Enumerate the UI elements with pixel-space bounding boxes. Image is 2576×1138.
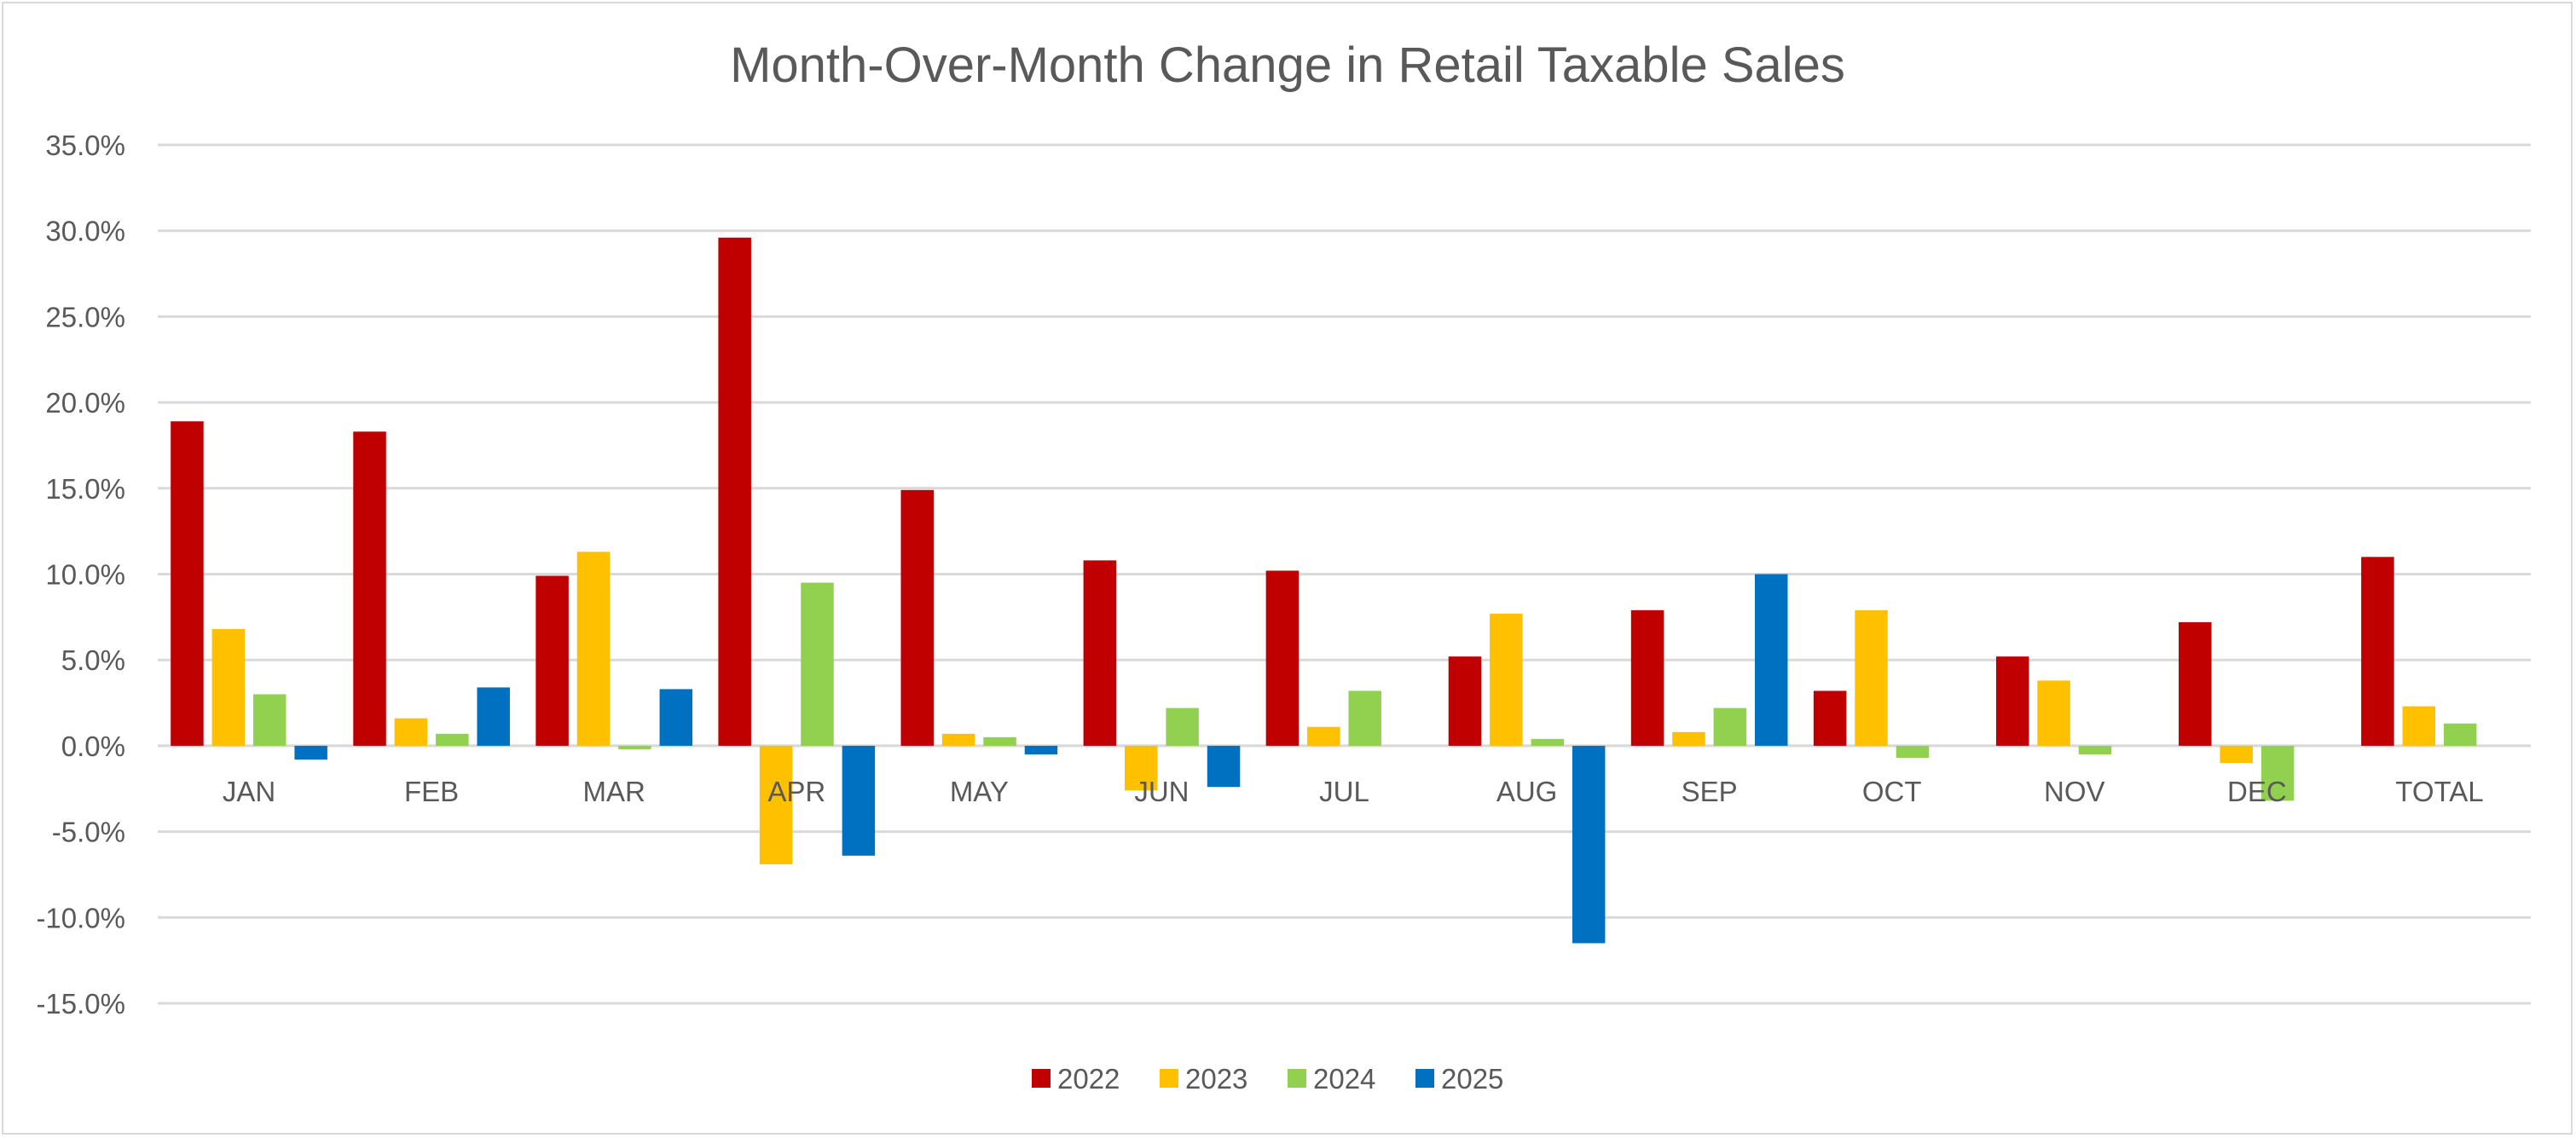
bar-2022-feb (353, 431, 386, 746)
x-tick-label: NOV (2044, 776, 2105, 807)
legend: 2022 2023 2024 2025 (1032, 1063, 1503, 1095)
y-tick-label: 10.0% (45, 559, 125, 591)
bar-2022-jul (1265, 570, 1300, 746)
bar-2025-feb (477, 687, 510, 746)
bar-2022-jan (171, 421, 204, 746)
bar-2023-mar (576, 552, 611, 746)
x-tick-label: MAR (583, 776, 645, 807)
x-tick-label: TOTAL (2395, 776, 2483, 807)
bar-2022-mar (535, 575, 569, 746)
x-axis-labels: JAN FEB MAR APR MAY JUN JUL AUG SEP OCT NOV DEC TOTA… (223, 776, 2484, 807)
y-tick-label: -10.0% (36, 902, 125, 933)
bar-2024-jan (252, 694, 287, 746)
legend-label: 2024 (1313, 1063, 1375, 1095)
bar-2023-jul (1307, 726, 1340, 746)
bar-2022-sep (1630, 609, 1664, 746)
y-tick-label: 25.0% (45, 301, 125, 332)
bar-2023-may (941, 733, 975, 746)
x-tick-label: AUG (1496, 776, 1558, 807)
gridlines (158, 143, 2531, 1005)
bar-2022-oct (1813, 690, 1847, 746)
x-tick-label: OCT (1862, 776, 1922, 807)
y-tick-label: 5.0% (61, 644, 125, 676)
bar-2023-sep (1672, 731, 1705, 746)
bar-2023-dec (2220, 745, 2253, 764)
bar-2022-jun (1083, 560, 1117, 746)
bar-2022-may (900, 489, 934, 746)
bar-2024-aug (1531, 738, 1565, 746)
legend-swatch-2022 (1032, 1069, 1051, 1088)
bar-2023-jun (1124, 745, 1158, 791)
x-tick-label: JUN (1134, 776, 1189, 807)
x-tick-label: MAY (950, 776, 1009, 807)
y-tick-label: 20.0% (45, 387, 125, 419)
bar-2024-mar (618, 745, 651, 749)
bar-2022-aug (1448, 656, 1482, 746)
y-tick-label: 0.0% (61, 731, 125, 762)
bar-2025-apr (842, 745, 876, 856)
x-tick-label: SEP (1682, 776, 1738, 807)
x-tick-label: FEB (404, 776, 459, 807)
bar-2024-feb (436, 733, 469, 746)
y-tick-label: 30.0% (45, 216, 125, 247)
bar-2023-jan (211, 628, 246, 746)
x-tick-label: JAN (223, 776, 275, 807)
bar-2024-jun (1166, 708, 1199, 746)
bar-2024-oct (1896, 745, 1930, 758)
bar-2023-feb (394, 718, 428, 746)
bar-2022-apr (718, 237, 751, 746)
bar-2025-mar (659, 689, 693, 746)
y-axis-ticks: 35.0% 30.0% 25.0% 20.0% 15.0% 10.0% 5.0% 0.0% -5… (36, 130, 125, 1020)
legend-swatch-2024 (1288, 1069, 1306, 1088)
bar-2022-dec (2179, 621, 2212, 746)
bar-2025-sep (1755, 574, 1788, 746)
legend-label: 2025 (1441, 1063, 1503, 1095)
bar-2023-nov (2037, 680, 2070, 746)
y-tick-label: -5.0% (52, 817, 125, 848)
bar-2023-oct (1855, 609, 1888, 746)
bar-2024-jul (1348, 690, 1381, 746)
bar-2025-jun (1207, 745, 1241, 788)
bar-2025-aug (1572, 745, 1606, 944)
bar-2024-may (983, 737, 1016, 746)
bar-2024-apr (801, 582, 834, 746)
bar-2023-apr (759, 745, 793, 864)
x-tick-label: APR (767, 776, 825, 807)
bar-2024-total (2443, 723, 2477, 746)
bar-2023-total (2402, 706, 2436, 746)
bar-2024-nov (2078, 745, 2112, 754)
y-tick-label: -15.0% (36, 988, 125, 1020)
legend-label: 2023 (1185, 1063, 1247, 1095)
legend-swatch-2025 (1415, 1069, 1434, 1088)
bar-2022-total (2361, 557, 2394, 746)
bar-2024-sep (1713, 708, 1747, 746)
bar-2022-nov (1995, 656, 2029, 746)
y-tick-label: 15.0% (45, 473, 125, 505)
legend-swatch-2023 (1160, 1069, 1178, 1088)
legend-label: 2022 (1057, 1063, 1120, 1095)
x-tick-label: JUL (1319, 776, 1369, 807)
bar-2025-may (1024, 745, 1058, 754)
chart-title: Month-Over-Month Change in Retail Taxabl… (730, 38, 1845, 93)
y-tick-label: 35.0% (45, 130, 125, 161)
bars (171, 237, 2477, 944)
bar-2023-aug (1490, 613, 1523, 746)
x-tick-label: DEC (2227, 776, 2287, 807)
bar-2025-jan (294, 745, 327, 760)
bar-2024-dec (2261, 745, 2295, 801)
